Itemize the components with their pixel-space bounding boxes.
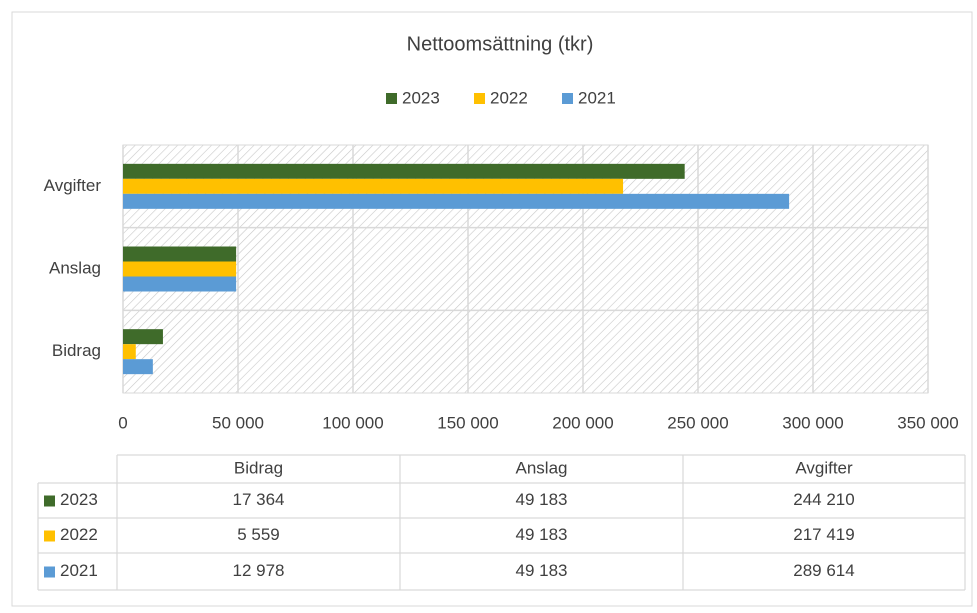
legend-label: 2021 [578, 88, 616, 107]
x-tick-label: 350 000 [897, 413, 958, 432]
table-cell: 5 559 [237, 525, 280, 544]
table-cell: 217 419 [793, 525, 854, 544]
table-legend-swatch [44, 530, 55, 542]
table-legend-swatch [44, 495, 55, 507]
table-row-label: 2021 [60, 561, 98, 580]
table-row-label: 2023 [60, 490, 98, 509]
bar [123, 329, 163, 345]
table-header: Anslag [516, 458, 568, 477]
chart-title: Nettoomsättning (tkr) [407, 33, 594, 55]
table-cell: 49 183 [516, 561, 568, 580]
x-tick-label: 0 [118, 413, 127, 432]
x-tick-label: 200 000 [552, 413, 613, 432]
table-cell: 244 210 [793, 490, 854, 509]
table-cell: 289 614 [793, 561, 854, 580]
x-tick-label: 150 000 [437, 413, 498, 432]
y-tick-label: Bidrag [52, 341, 101, 360]
chart-frame [11, 11, 973, 607]
table-cell: 49 183 [516, 525, 568, 544]
table-cell: 49 183 [516, 490, 568, 509]
x-tick-label: 50 000 [212, 413, 264, 432]
table-header: Avgifter [795, 458, 853, 477]
table-row-label: 2022 [60, 525, 98, 544]
x-tick-label: 250 000 [667, 413, 728, 432]
bar [123, 246, 237, 262]
legend-label: 2022 [490, 88, 528, 107]
bar [123, 344, 136, 360]
legend-swatch [562, 93, 573, 104]
x-tick-label: 100 000 [322, 413, 383, 432]
legend-swatch [474, 93, 485, 104]
y-tick-label: Avgifter [44, 176, 102, 195]
legend-label: 2023 [402, 88, 440, 107]
table-header: Bidrag [234, 458, 283, 477]
table-cell: 12 978 [233, 561, 285, 580]
bar [123, 163, 685, 179]
table-legend-swatch [44, 566, 55, 578]
bar [123, 178, 624, 194]
y-tick-label: Anslag [49, 258, 101, 277]
table-cell: 17 364 [233, 490, 285, 509]
x-tick-label: 300 000 [782, 413, 843, 432]
bar [123, 193, 790, 209]
bar [123, 276, 237, 292]
bar [123, 359, 153, 375]
bar [123, 261, 237, 277]
legend-swatch [386, 93, 397, 104]
